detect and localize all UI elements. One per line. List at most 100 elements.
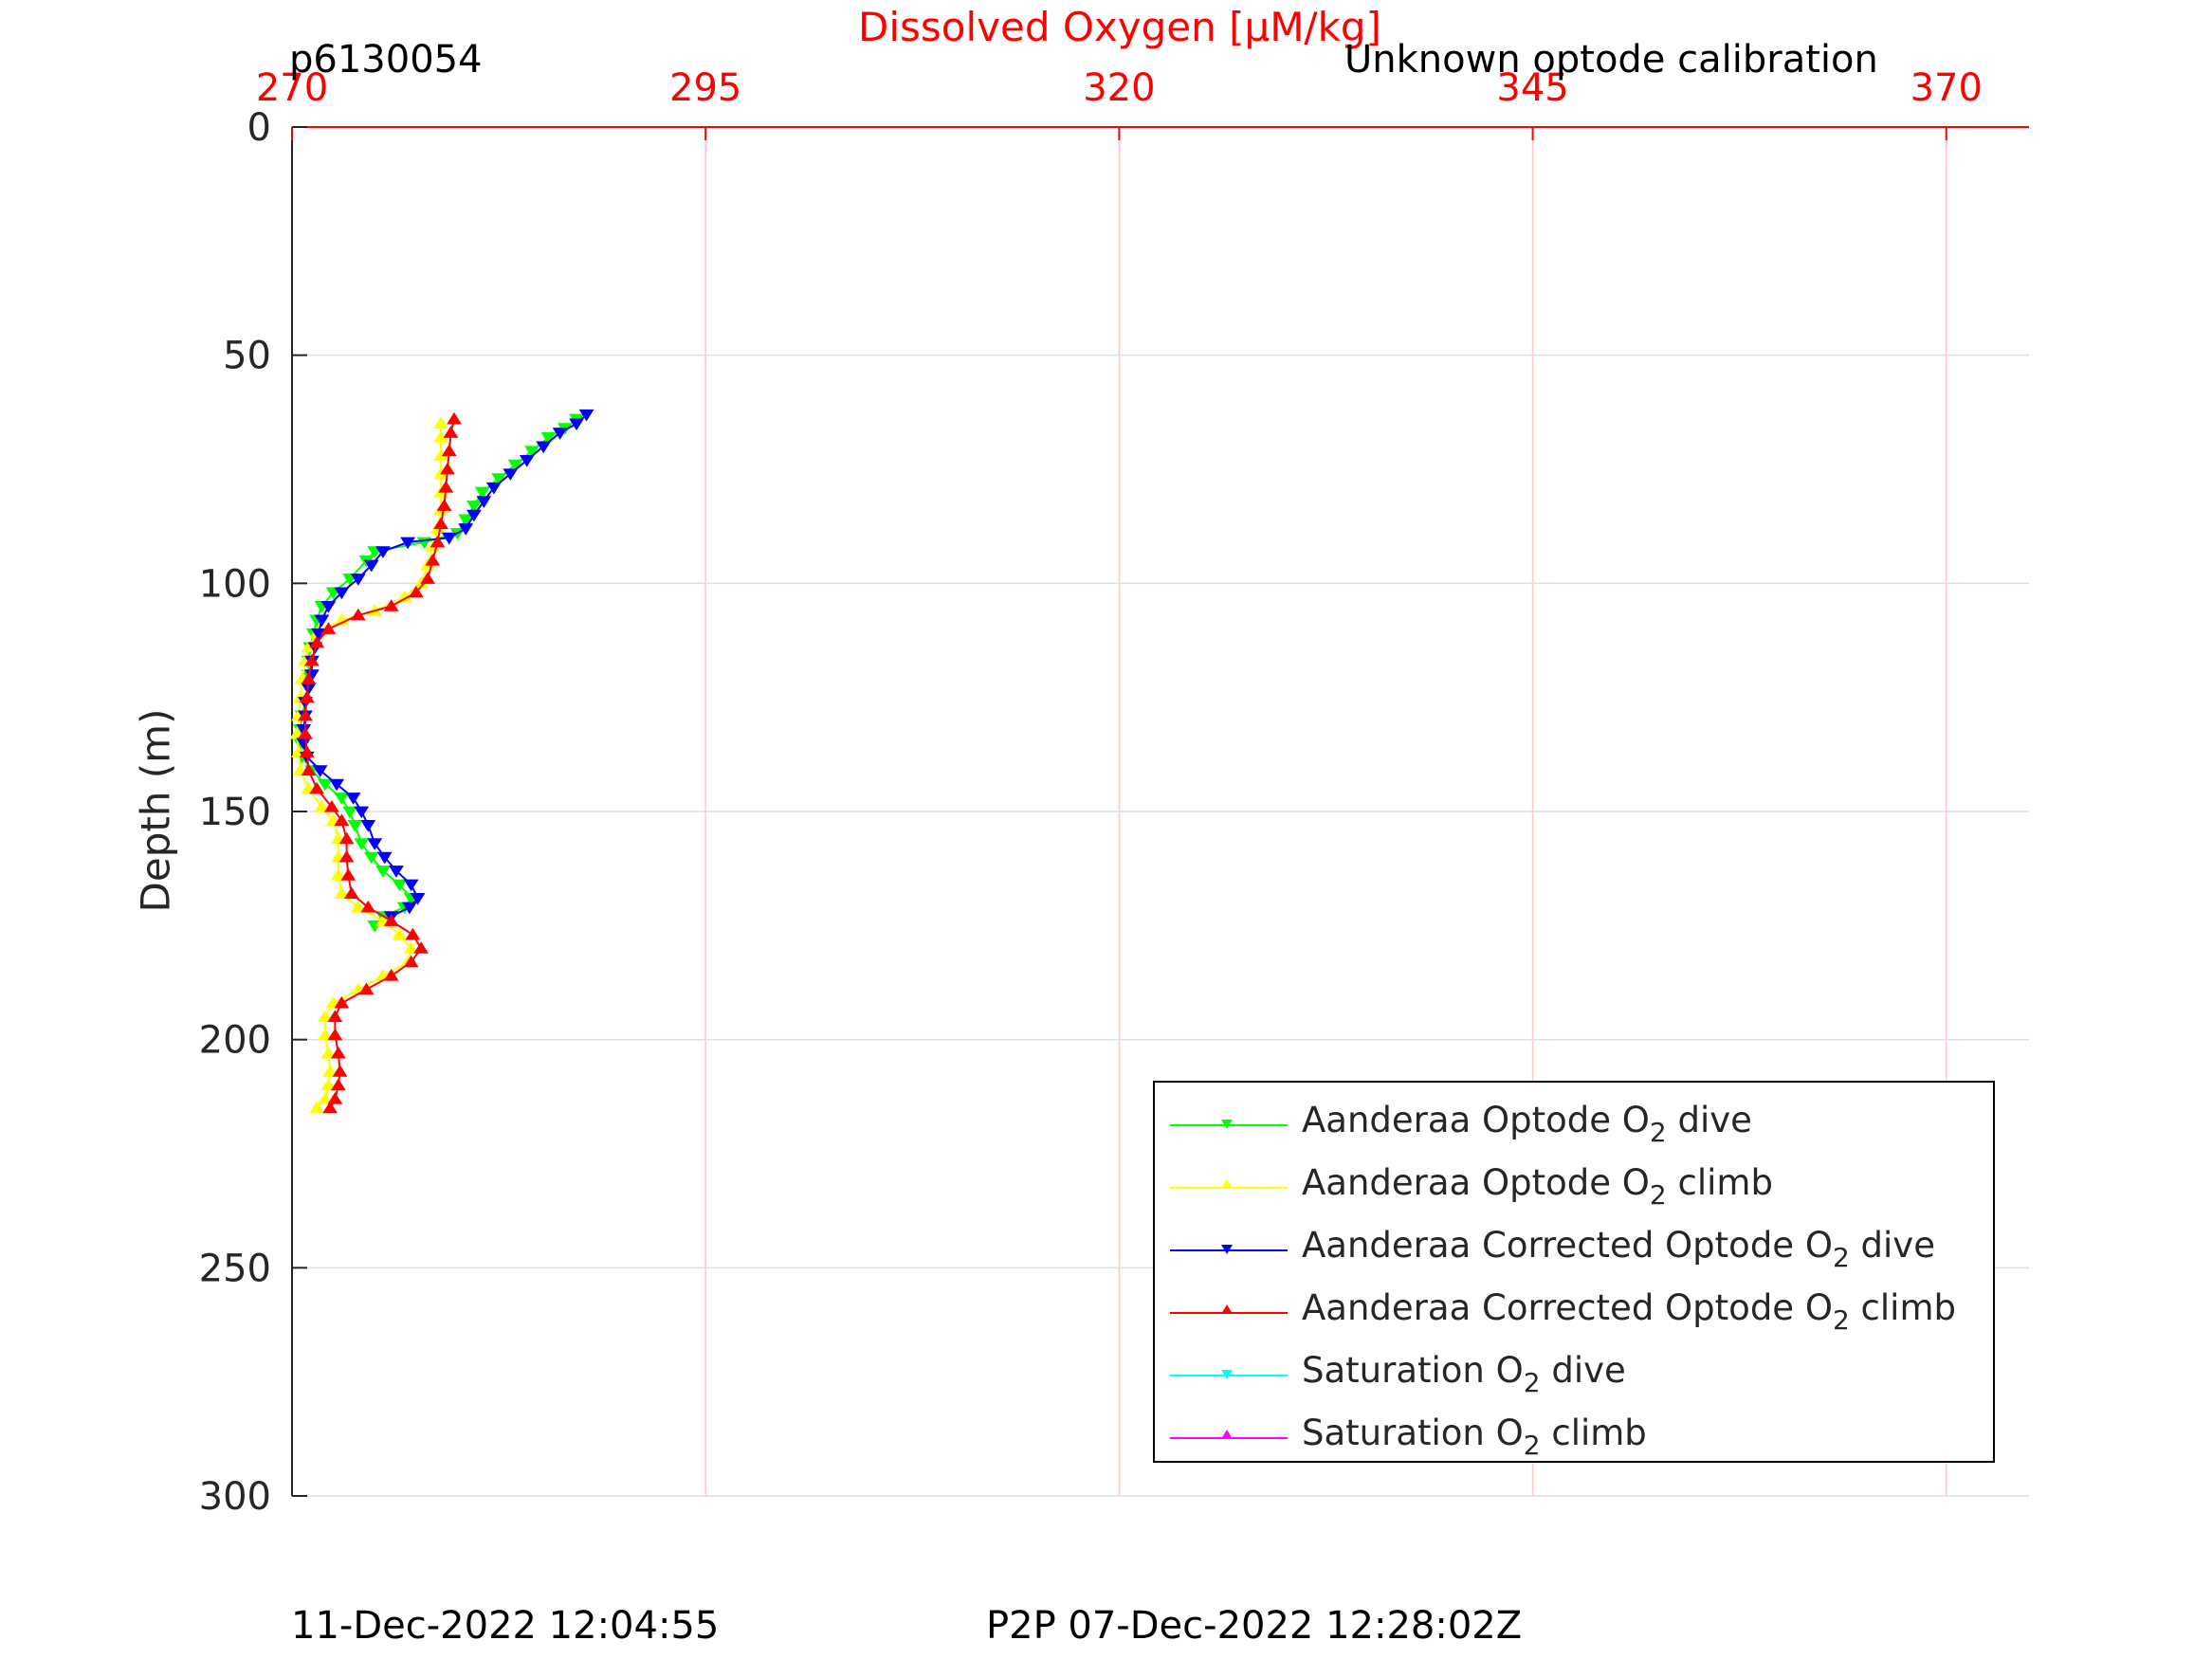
data-point-marker bbox=[389, 866, 404, 878]
x-tick-label: 320 bbox=[1083, 66, 1155, 110]
legend-marker-icon bbox=[1221, 1370, 1233, 1379]
data-point-marker bbox=[375, 546, 391, 558]
legend-label: Saturation O2 climb bbox=[1302, 1413, 1647, 1461]
data-point-marker bbox=[317, 778, 333, 792]
data-point-marker bbox=[317, 1091, 333, 1104]
data-point-marker bbox=[392, 879, 408, 892]
y-tick-label: 0 bbox=[247, 106, 271, 150]
legend-entry: Aanderaa Optode O2 dive bbox=[1155, 1090, 1993, 1153]
data-point-marker bbox=[358, 982, 375, 995]
chart-title: Dissolved Oxygen [μM/kg] bbox=[858, 4, 1381, 50]
legend-label: Aanderaa Optode O2 dive bbox=[1302, 1100, 1752, 1148]
data-point-marker bbox=[334, 995, 350, 1009]
legend-label: Aanderaa Optode O2 climb bbox=[1302, 1162, 1773, 1211]
legend-marker-icon bbox=[1221, 1304, 1233, 1314]
x-tick-label: 345 bbox=[1496, 66, 1568, 110]
data-point-marker bbox=[327, 1091, 343, 1104]
data-point-marker bbox=[363, 851, 379, 865]
data-point-marker bbox=[447, 411, 462, 425]
data-point-marker bbox=[410, 893, 426, 905]
data-point-marker bbox=[363, 559, 379, 573]
data-point-marker bbox=[309, 1101, 325, 1114]
data-point-marker bbox=[330, 1078, 346, 1091]
data-point-marker bbox=[383, 599, 399, 611]
series-group bbox=[289, 409, 594, 1114]
data-point-marker bbox=[443, 426, 459, 438]
data-point-marker bbox=[430, 535, 446, 548]
data-point-marker bbox=[342, 806, 357, 819]
data-point-marker bbox=[466, 501, 482, 513]
data-point-marker bbox=[383, 914, 399, 926]
data-point-marker bbox=[334, 886, 350, 900]
y-tick-label: 100 bbox=[199, 562, 271, 606]
data-point-marker bbox=[400, 537, 416, 550]
legend-entry: Aanderaa Corrected Optode O2 dive bbox=[1155, 1215, 1993, 1278]
legend-label: Aanderaa Corrected Optode O2 dive bbox=[1302, 1225, 1935, 1273]
data-point-marker bbox=[569, 418, 585, 431]
data-point-marker bbox=[507, 459, 523, 472]
x-tick-label: 270 bbox=[256, 66, 328, 110]
legend-entry: Saturation O2 climb bbox=[1155, 1403, 1993, 1466]
data-point-marker bbox=[354, 806, 370, 819]
data-point-marker bbox=[354, 838, 370, 850]
legend-marker-icon bbox=[1221, 1120, 1233, 1129]
data-point-marker bbox=[323, 799, 339, 812]
legend-entry: Aanderaa Corrected Optode O2 climb bbox=[1155, 1278, 1993, 1340]
data-point-marker bbox=[403, 941, 419, 954]
data-point-marker bbox=[383, 969, 399, 981]
data-point-marker bbox=[436, 499, 452, 511]
y-axis-label: Depth (m) bbox=[132, 708, 179, 913]
data-point-marker bbox=[552, 428, 568, 440]
data-point-marker bbox=[334, 793, 350, 805]
data-point-marker bbox=[360, 820, 376, 832]
data-point-marker bbox=[438, 481, 454, 493]
data-point-marker bbox=[403, 955, 419, 968]
x-tick-label: 295 bbox=[669, 66, 741, 110]
data-point-marker bbox=[332, 1065, 348, 1077]
data-point-marker bbox=[298, 726, 313, 739]
data-point-marker bbox=[301, 672, 317, 684]
data-point-marker bbox=[338, 831, 355, 845]
legend: Aanderaa Optode O2 dive Aanderaa Optode O… bbox=[1153, 1081, 1995, 1463]
data-point-marker bbox=[334, 813, 350, 827]
footer-timestamp-left: 11-Dec-2022 12:04:55 bbox=[291, 1604, 720, 1648]
data-point-marker bbox=[420, 572, 435, 584]
data-point-marker bbox=[367, 838, 383, 850]
data-point-marker bbox=[536, 441, 552, 454]
data-point-marker bbox=[350, 574, 366, 586]
data-point-marker bbox=[503, 468, 519, 482]
data-point-marker bbox=[401, 902, 417, 915]
data-point-marker bbox=[334, 587, 350, 600]
data-point-marker bbox=[312, 765, 328, 777]
y-tick-label: 250 bbox=[199, 1247, 271, 1290]
data-point-marker bbox=[322, 1065, 338, 1077]
data-point-marker bbox=[433, 416, 448, 429]
y-tick-label: 50 bbox=[223, 335, 271, 378]
data-point-marker bbox=[317, 1028, 333, 1041]
data-point-marker bbox=[405, 927, 421, 940]
data-point-marker bbox=[458, 514, 474, 527]
data-point-marker bbox=[298, 708, 313, 721]
y-tick-label: 300 bbox=[199, 1475, 271, 1519]
data-point-marker bbox=[314, 799, 330, 812]
data-point-marker bbox=[375, 866, 391, 878]
legend-label: Saturation O2 dive bbox=[1302, 1350, 1626, 1398]
data-point-marker bbox=[440, 462, 455, 475]
data-point-marker bbox=[343, 886, 359, 900]
data-point-marker bbox=[540, 431, 557, 445]
data-point-marker bbox=[392, 927, 408, 940]
data-point-marker bbox=[433, 517, 448, 530]
data-point-marker bbox=[466, 509, 482, 522]
data-point-marker bbox=[578, 409, 594, 422]
data-point-marker bbox=[309, 781, 325, 794]
data-point-marker bbox=[403, 879, 419, 892]
legend-marker-icon bbox=[1221, 1430, 1233, 1439]
data-point-marker bbox=[519, 454, 535, 467]
data-point-marker bbox=[320, 1078, 337, 1091]
data-point-marker bbox=[350, 900, 366, 913]
data-point-marker bbox=[376, 851, 393, 865]
legend-label: Aanderaa Corrected Optode O2 climb bbox=[1302, 1287, 1956, 1336]
data-point-marker bbox=[413, 941, 429, 954]
data-point-marker bbox=[314, 614, 330, 628]
data-point-marker bbox=[320, 622, 337, 634]
